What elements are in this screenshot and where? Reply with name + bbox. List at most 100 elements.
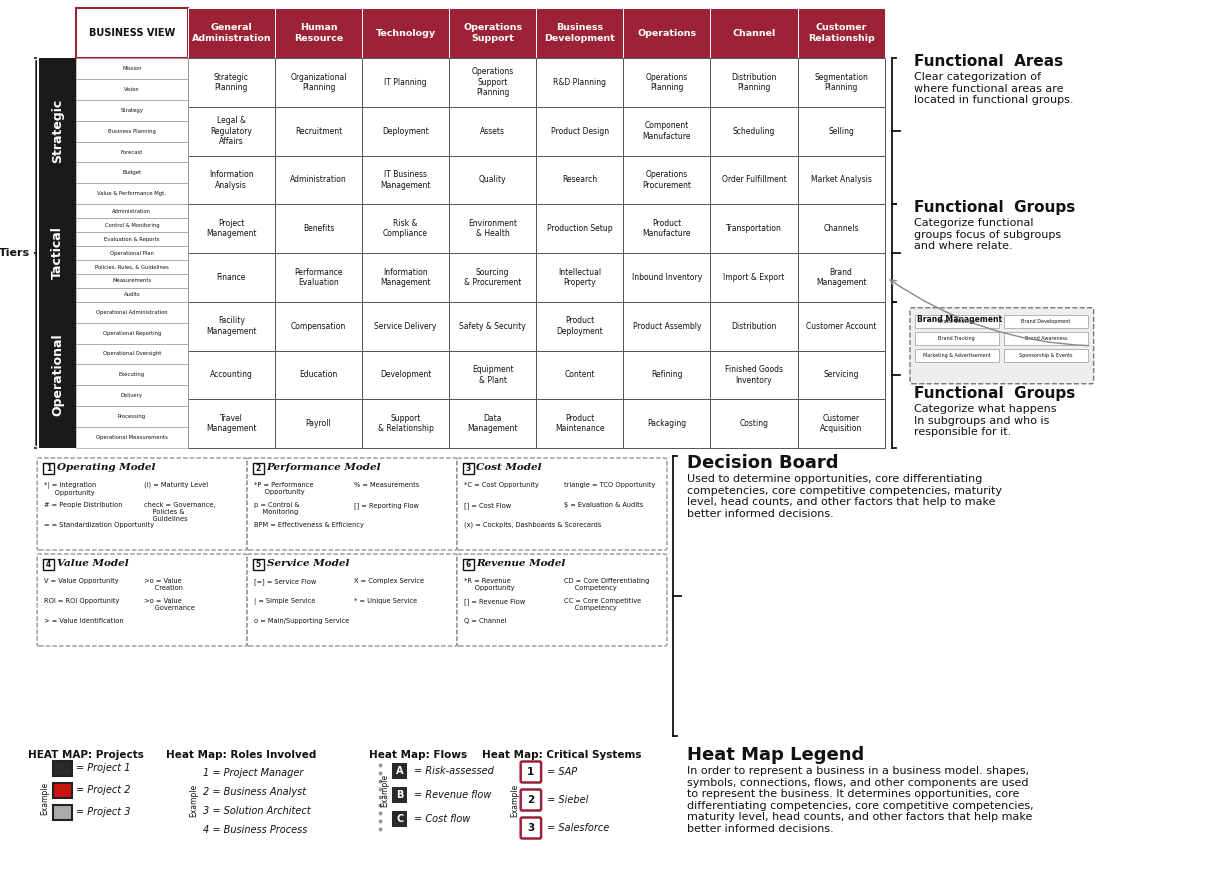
Text: Finished Goods
Inventory: Finished Goods Inventory [725, 365, 783, 385]
Bar [798, 253, 884, 302]
Bar [76, 232, 188, 246]
FancyBboxPatch shape [521, 789, 542, 810]
Text: Example: Example [381, 774, 389, 807]
FancyBboxPatch shape [248, 458, 458, 550]
Bar [915, 349, 999, 361]
Bar [710, 399, 798, 448]
Text: Distribution: Distribution [731, 322, 777, 331]
Bar [274, 58, 362, 107]
Text: [=] = Service Flow: [=] = Service Flow [254, 578, 316, 585]
Text: Information
Analysis: Information Analysis [209, 170, 254, 189]
Bar [392, 787, 407, 803]
Text: Brand Strategy: Brand Strategy [938, 318, 976, 324]
Bar [798, 107, 884, 155]
Text: Legal &
Regulatory
Affairs: Legal & Regulatory Affairs [210, 117, 253, 146]
Text: Costing: Costing [739, 419, 769, 428]
Bar [43, 463, 54, 474]
Text: Product Design: Product Design [550, 126, 609, 136]
Text: Order Fulfillment: Order Fulfillment [722, 175, 787, 184]
Bar [537, 107, 623, 155]
Text: BPM = Effectiveness & Efficiency: BPM = Effectiveness & Efficiency [254, 522, 364, 528]
Bar [798, 302, 884, 351]
Text: 6: 6 [466, 560, 471, 569]
Bar [392, 763, 407, 779]
Text: Quality: Quality [479, 175, 506, 184]
Bar [253, 559, 264, 570]
Bar [623, 155, 710, 204]
Bar [449, 302, 537, 351]
Text: HEAT MAP: Projects: HEAT MAP: Projects [28, 750, 144, 760]
Text: Sponsorship & Events: Sponsorship & Events [1019, 353, 1072, 358]
Text: Content: Content [565, 370, 595, 380]
Text: >o = Value
     Governance: >o = Value Governance [144, 598, 195, 611]
Text: > = Value Identification: > = Value Identification [44, 618, 123, 624]
Text: Brand Management: Brand Management [916, 315, 1002, 324]
Text: Categorize functional
groups focus of subgroups
and ​​where relate.: Categorize functional groups focus of su… [914, 218, 1061, 252]
Bar [52, 761, 72, 776]
Bar [76, 406, 188, 427]
Bar [537, 58, 623, 107]
Text: 5: 5 [256, 560, 261, 569]
Bar [449, 253, 537, 302]
Text: Example: Example [510, 783, 518, 816]
Text: Risk &
Compliance: Risk & Compliance [383, 219, 428, 239]
Text: Business Planning: Business Planning [107, 129, 156, 133]
Bar [798, 351, 884, 399]
Bar [798, 155, 884, 204]
Text: $ = Evaluation & Audits: $ = Evaluation & Audits [564, 502, 643, 508]
Bar [362, 58, 449, 107]
FancyBboxPatch shape [458, 554, 667, 646]
Bar [362, 204, 449, 253]
Text: Operations
Support
Planning: Operations Support Planning [472, 68, 514, 97]
Text: Payroll: Payroll [305, 419, 332, 428]
Text: *| = Integration
     Opportunity: *| = Integration Opportunity [44, 482, 96, 496]
Bar [76, 183, 188, 204]
Bar [623, 8, 710, 58]
Text: Administration: Administration [112, 209, 151, 214]
Bar [710, 302, 798, 351]
Bar [76, 260, 188, 274]
Text: Tiers: Tiers [0, 248, 30, 258]
Text: p = Control &
    Monitoring: p = Control & Monitoring [254, 502, 299, 515]
Text: Functional  Areas: Functional Areas [914, 54, 1063, 69]
Bar [76, 8, 188, 58]
Bar [537, 351, 623, 399]
Text: = Project 1: = Project 1 [76, 763, 131, 773]
Bar [1004, 349, 1088, 361]
Bar [623, 107, 710, 155]
Text: Heat Map: Critical Systems: Heat Map: Critical Systems [482, 750, 642, 760]
Text: 1 = Project Manager: 1 = Project Manager [204, 768, 304, 778]
Bar [362, 351, 449, 399]
Text: Operational Measurements: Operational Measurements [96, 435, 168, 440]
Text: = Risk-assessed: = Risk-assessed [411, 766, 494, 776]
Bar [274, 204, 362, 253]
Bar [449, 155, 537, 204]
Bar [274, 253, 362, 302]
Text: Customer
Relationship: Customer Relationship [808, 24, 875, 43]
Text: Decision Board: Decision Board [687, 454, 839, 472]
Text: Q = Channel: Q = Channel [464, 618, 506, 624]
Bar [253, 463, 264, 474]
Bar [76, 79, 188, 100]
Bar [274, 155, 362, 204]
Text: 2: 2 [527, 795, 534, 805]
Text: [] = Reporting Flow: [] = Reporting Flow [354, 502, 418, 509]
Text: Equipment
& Plant: Equipment & Plant [472, 365, 514, 385]
Text: Safety & Security: Safety & Security [459, 322, 526, 331]
Bar [710, 253, 798, 302]
Text: Operations: Operations [637, 28, 697, 38]
Text: CC = Core Competitive
     Competency: CC = Core Competitive Competency [564, 598, 642, 611]
Text: 1: 1 [527, 767, 534, 777]
Text: Operational Oversight: Operational Oversight [102, 352, 161, 356]
Text: check = Governance,
    Policies &
    Guidelines: check = Governance, Policies & Guideline… [144, 502, 216, 522]
Bar [76, 246, 188, 260]
Text: Revenue Model: Revenue Model [477, 560, 566, 568]
Bar [76, 427, 188, 448]
Text: triangle = TCO Opportunity: triangle = TCO Opportunity [564, 482, 655, 488]
Text: Policies, Rules, & Guidelines: Policies, Rules, & Guidelines [95, 265, 168, 269]
Text: Tactical: Tactical [51, 226, 65, 280]
Bar [76, 121, 188, 141]
Bar [710, 8, 798, 58]
Text: Administration: Administration [290, 175, 346, 184]
Bar [623, 253, 710, 302]
